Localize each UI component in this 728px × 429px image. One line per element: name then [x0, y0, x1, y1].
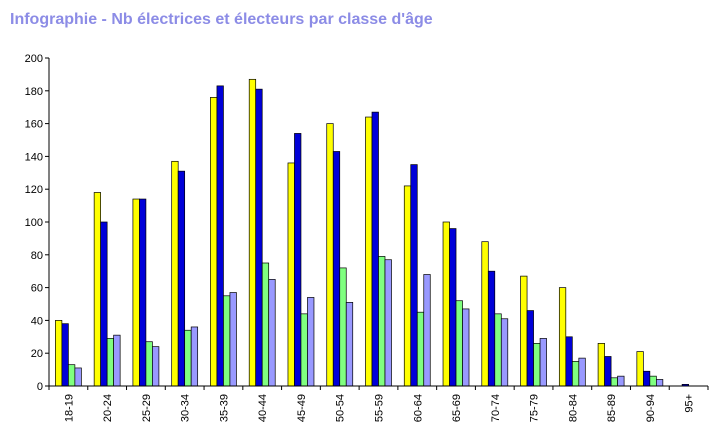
bar-35-39-series-3 — [223, 295, 231, 387]
x-tick-label-90-94: 90-94 — [645, 394, 657, 422]
bar-18-19-series-2 — [61, 323, 69, 387]
bar-70-74-series-3 — [494, 313, 502, 387]
bar-75-79-series-1 — [520, 275, 528, 387]
bar-85-89-series-1 — [597, 343, 605, 387]
bar-35-39-series-4 — [229, 292, 237, 387]
bar-45-49-series-4 — [307, 297, 315, 387]
axes-layer: 0 20 40 60 80 100 120 140 160 180 200 18-19 20-24 25-… — [25, 53, 709, 422]
bar-40-44-series-3 — [261, 262, 270, 387]
bar-20-24-series-4 — [113, 334, 121, 387]
x-tick-label-95+: 95+ — [684, 394, 696, 413]
bar-40-44-series-2 — [255, 88, 263, 387]
bar-25-29-series-1 — [132, 198, 140, 387]
bar-45-49-series-3 — [300, 313, 308, 387]
bar-55-59-series-1 — [365, 116, 373, 387]
bar-20-24-series-1 — [93, 192, 102, 387]
bar-65-69-series-3 — [455, 300, 463, 387]
bar-40-44-series-4 — [268, 279, 276, 387]
bar-60-64-series-3 — [416, 311, 425, 387]
bar-85-89-series-4 — [617, 375, 625, 387]
bar-20-24-series-2 — [100, 221, 108, 387]
y-tick-label-120: 120 — [25, 184, 43, 196]
bar-25-29-series-3 — [145, 341, 153, 387]
y-tick-label-160: 160 — [25, 119, 43, 131]
bar-50-54-series-3 — [339, 267, 347, 387]
bar-65-69-series-2 — [449, 228, 457, 387]
bar-50-54-series-4 — [345, 302, 354, 387]
bar-20-24-series-3 — [106, 338, 115, 387]
bar-30-34-series-4 — [190, 326, 199, 387]
bar-18-19-series-3 — [68, 364, 76, 387]
x-tick-label-50-54: 50-54 — [335, 394, 347, 422]
bar-70-74-series-2 — [487, 270, 496, 387]
bar-70-74-series-1 — [481, 241, 489, 387]
y-tick-label-100: 100 — [25, 217, 43, 229]
bar-85-89-series-2 — [604, 356, 612, 387]
y-tick-label-40: 40 — [31, 315, 43, 327]
bar-30-34-series-2 — [177, 170, 186, 387]
bar-80-84-series-3 — [571, 361, 580, 387]
bar-90-94-series-1 — [636, 351, 644, 387]
bar-55-59-series-3 — [378, 256, 386, 387]
x-tick-label-35-39: 35-39 — [218, 394, 230, 422]
bar-60-64-series-2 — [410, 164, 418, 387]
bar-80-84-series-2 — [565, 336, 573, 387]
bar-75-79-series-3 — [533, 343, 541, 387]
bar-90-94-series-3 — [649, 375, 657, 387]
bar-30-34-series-1 — [171, 160, 179, 387]
bar-35-39-series-2 — [216, 85, 224, 387]
bar-80-84-series-4 — [578, 357, 586, 387]
bar-90-94-series-2 — [642, 370, 651, 387]
bar-85-89-series-3 — [610, 377, 618, 387]
x-tick-label-65-69: 65-69 — [451, 394, 463, 422]
x-tick-label-60-64: 60-64 — [412, 394, 424, 422]
bar-80-84-series-1 — [558, 287, 567, 387]
bar-45-49-series-1 — [287, 162, 295, 387]
bar-60-64-series-4 — [423, 274, 431, 387]
y-tick-label-0: 0 — [37, 381, 43, 393]
bar-75-79-series-4 — [539, 338, 547, 387]
x-tick-label-55-59: 55-59 — [374, 394, 386, 422]
bar-30-34-series-3 — [184, 329, 192, 387]
bar-70-74-series-4 — [500, 318, 509, 387]
chart-title: Infographie - Nb électrices et électeurs… — [10, 11, 433, 28]
y-tick-label-180: 180 — [25, 86, 43, 98]
y-tick-label-20: 20 — [31, 348, 43, 360]
x-tick-label-40-44: 40-44 — [257, 394, 269, 422]
bar-60-64-series-1 — [403, 185, 412, 387]
bar-75-79-series-2 — [526, 310, 534, 387]
y-tick-label-60: 60 — [31, 283, 43, 295]
x-tick-label-20-24: 20-24 — [102, 394, 114, 422]
x-tick-label-75-79: 75-79 — [529, 394, 541, 422]
x-tick-label-80-84: 80-84 — [567, 394, 579, 422]
bars-layer — [55, 78, 689, 387]
x-tick-label-18-19: 18-19 — [63, 394, 75, 422]
bar-35-39-series-1 — [210, 97, 218, 387]
bar-45-49-series-2 — [294, 133, 302, 387]
bar-25-29-series-4 — [152, 346, 160, 387]
y-tick-label-80: 80 — [31, 250, 43, 262]
bar-55-59-series-4 — [384, 259, 392, 387]
bar-18-19-series-4 — [74, 367, 82, 387]
bar-50-54-series-2 — [332, 151, 341, 387]
bar-65-69-series-1 — [442, 221, 450, 387]
bar-65-69-series-4 — [462, 308, 470, 387]
bar-55-59-series-2 — [371, 111, 379, 387]
x-tick-label-25-29: 25-29 — [141, 394, 153, 422]
x-tick-label-85-89: 85-89 — [606, 394, 618, 422]
x-tick-label-70-74: 70-74 — [490, 394, 502, 422]
y-tick-label-140: 140 — [25, 151, 43, 163]
x-tick-label-45-49: 45-49 — [296, 394, 308, 422]
bar-50-54-series-1 — [326, 123, 334, 387]
bar-25-29-series-2 — [139, 198, 147, 387]
bar-40-44-series-1 — [248, 78, 257, 387]
x-tick-label-30-34: 30-34 — [180, 394, 192, 422]
bar-90-94-series-4 — [655, 379, 664, 387]
y-tick-label-200: 200 — [25, 53, 43, 65]
bar-18-19-series-1 — [55, 320, 63, 387]
